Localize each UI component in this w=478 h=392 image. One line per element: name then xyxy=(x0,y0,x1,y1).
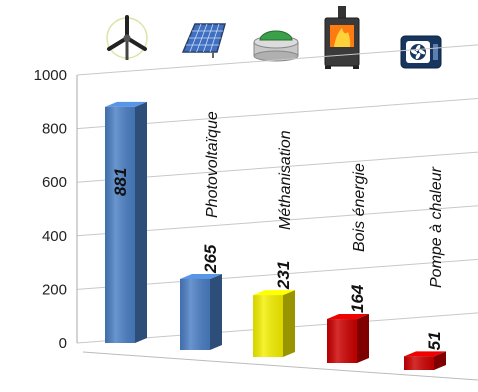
y-tick-label: 600 xyxy=(42,174,67,191)
heat-pump-icon xyxy=(400,35,442,69)
icons-row xyxy=(106,6,442,69)
bar-front-shading xyxy=(327,319,357,363)
bar xyxy=(253,290,295,357)
y-tick-label: 400 xyxy=(42,228,67,245)
bar xyxy=(327,314,369,363)
bar xyxy=(105,101,147,343)
biogas-digester-icon xyxy=(253,30,299,62)
bar-front-shading xyxy=(105,106,135,343)
bar-top-face xyxy=(180,273,222,279)
bar-front-shading xyxy=(180,278,210,350)
y-tick-label: 200 xyxy=(42,281,67,298)
bar-top-face xyxy=(253,290,295,296)
data-label: 265 xyxy=(201,244,220,274)
data-label: 51 xyxy=(425,331,444,350)
bar-top-face xyxy=(327,314,369,320)
bar-side-face xyxy=(283,290,295,357)
data-label: 881 xyxy=(111,168,130,196)
bar-side-face xyxy=(210,273,222,350)
category-label: Méthanisation xyxy=(277,130,294,230)
bar-top-face xyxy=(404,351,446,357)
bar-side-face xyxy=(135,101,147,343)
y-tick-label: 0 xyxy=(59,335,67,352)
bar-front-shading xyxy=(253,295,283,357)
bar xyxy=(404,351,446,370)
data-label: 164 xyxy=(348,284,367,313)
bar-side-face xyxy=(434,351,446,370)
wood-stove-icon xyxy=(324,6,360,69)
category-labels: 881 265 Photovoltaïque 231 Méthanisation 164 B… xyxy=(111,111,445,350)
solar-panel-icon xyxy=(181,23,226,58)
gridline xyxy=(76,44,478,76)
data-label: 231 xyxy=(274,261,293,290)
y-tick-label: 1000 xyxy=(34,67,67,84)
bar-front-shading xyxy=(404,356,434,370)
category-label: Pompe à chaleur xyxy=(428,166,445,288)
wind-turbine-icon xyxy=(106,15,148,60)
y-tick-label: 800 xyxy=(42,121,67,138)
category-label: Photovoltaïque xyxy=(204,111,221,218)
bar-side-face xyxy=(357,314,369,363)
bar xyxy=(180,273,222,350)
category-label: Bois énergie xyxy=(351,163,368,252)
bar-top-face xyxy=(105,101,147,107)
bars xyxy=(105,101,446,370)
floor-edge xyxy=(82,351,478,381)
